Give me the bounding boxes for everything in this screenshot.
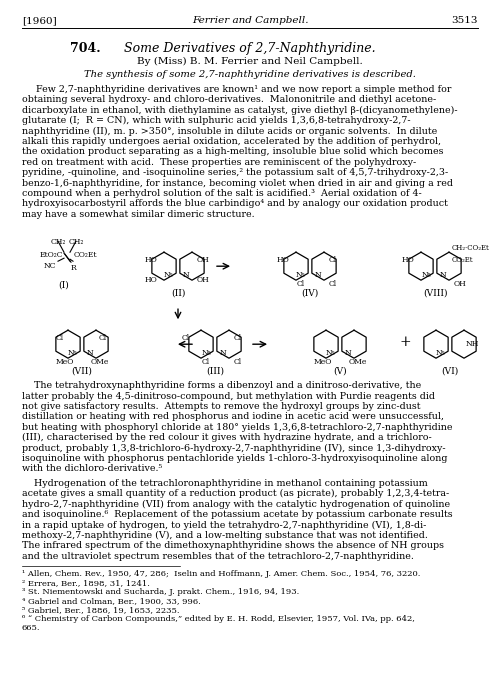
Text: and the ultraviolet spectrum resembles that of the tetrachloro-2,7-naphthyridine: and the ultraviolet spectrum resembles t… <box>22 551 414 561</box>
Text: Few 2,7-naphthyridine derivatives are known¹ and we now report a simple method f: Few 2,7-naphthyridine derivatives are kn… <box>36 85 452 94</box>
Text: 3513: 3513 <box>452 16 478 25</box>
Text: ⁵ Gabriel, Ber., 1886, 19, 1653, 2235.: ⁵ Gabriel, Ber., 1886, 19, 1653, 2235. <box>22 606 180 614</box>
Text: Ferrier and Campbell.: Ferrier and Campbell. <box>192 16 308 25</box>
Text: (VI): (VI) <box>442 366 458 375</box>
Text: Cl: Cl <box>234 334 242 342</box>
Text: HO: HO <box>145 276 158 285</box>
Text: (II): (II) <box>171 288 185 297</box>
Text: the oxidation product separating as a high-melting, insoluble blue solid which b: the oxidation product separating as a hi… <box>22 147 444 156</box>
Text: N₅: N₅ <box>201 349 211 357</box>
Text: red on treatment with acid.  These properties are reminiscent of the polyhydroxy: red on treatment with acid. These proper… <box>22 158 416 167</box>
Text: (V): (V) <box>333 366 347 375</box>
Text: ³ St. Niementowski and Sucharda, J. prakt. Chem., 1916, 94, 193.: ³ St. Niementowski and Sucharda, J. prak… <box>22 588 299 596</box>
Text: N₅: N₅ <box>68 349 78 357</box>
Text: obtaining several hydroxy- and chloro-derivatives.  Malononitrile and diethyl ac: obtaining several hydroxy- and chloro-de… <box>22 96 436 105</box>
Text: but heating with phosphoryl chloride at 180° yields 1,3,6,8-tetrachloro-2,7-naph: but heating with phosphoryl chloride at … <box>22 423 452 432</box>
Text: HO: HO <box>277 256 290 264</box>
Text: pyridine, -quinoline, and -isoquinoline series,² the potassium salt of 4,5,7-tri: pyridine, -quinoline, and -isoquinoline … <box>22 168 448 177</box>
Text: may have a somewhat similar dimeric structure.: may have a somewhat similar dimeric stru… <box>22 210 254 219</box>
Text: OH: OH <box>197 276 210 285</box>
Text: The tetrahydroxynaphthyridine forms a dibenzoyl and a dinitroso-derivative, the: The tetrahydroxynaphthyridine forms a di… <box>22 381 421 390</box>
Text: not give satisfactory results.  Attempts to remove the hydroxyl groups by zinc-d: not give satisfactory results. Attempts … <box>22 402 420 411</box>
Text: Hydrogenation of the tetrachloronaphthyridine in methanol containing potassium: Hydrogenation of the tetrachloronaphthyr… <box>22 479 428 488</box>
Text: Cl: Cl <box>329 256 337 264</box>
Text: N: N <box>345 349 352 357</box>
Text: The synthesis of some 2,7-naphthyridine derivatives is described.: The synthesis of some 2,7-naphthyridine … <box>84 70 416 79</box>
Text: N₅: N₅ <box>296 271 306 279</box>
Text: and isoquinoline.⁶  Replacement of the potassium acetate by potassium carbonate : and isoquinoline.⁶ Replacement of the po… <box>22 510 452 519</box>
Text: R: R <box>71 264 77 272</box>
Text: compound when a perhydrol solution of the salt is acidified.³  Aerial oxidation : compound when a perhydrol solution of th… <box>22 189 422 198</box>
Text: Cl: Cl <box>234 359 242 366</box>
Text: Cl: Cl <box>56 334 64 342</box>
Text: ⁶ “ Chemistry of Carbon Compounds,” edited by E. H. Rodd, Elsevier, 1957, Vol. I: ⁶ “ Chemistry of Carbon Compounds,” edit… <box>22 615 415 623</box>
Text: ¹ Allen, Chem. Rev., 1950, 47, 286;  Iselin and Hoffmann, J. Amer. Chem. Soc., 1: ¹ Allen, Chem. Rev., 1950, 47, 286; Isel… <box>22 570 420 578</box>
Text: [1960]: [1960] <box>22 16 57 25</box>
Text: MeO: MeO <box>314 359 332 366</box>
Text: OMe: OMe <box>91 359 110 366</box>
Text: 665.: 665. <box>22 624 40 632</box>
Text: N₅: N₅ <box>436 349 446 357</box>
Text: +: + <box>399 335 411 349</box>
Text: NH: NH <box>466 340 479 348</box>
Text: OH: OH <box>454 280 467 288</box>
Text: (I): (I) <box>58 280 70 289</box>
Text: Cl: Cl <box>297 280 305 288</box>
Text: N₅: N₅ <box>421 271 431 279</box>
Text: distillation or heating with red phosphorus and iodine in acetic acid were unsuc: distillation or heating with red phospho… <box>22 412 444 422</box>
Text: (VIII): (VIII) <box>423 288 448 297</box>
Text: (III): (III) <box>206 366 224 375</box>
Text: CH₂: CH₂ <box>68 238 84 246</box>
Text: OMe: OMe <box>349 359 368 366</box>
Text: Cl: Cl <box>202 359 210 366</box>
Text: acetate gives a small quantity of a reduction product (as picrate), probably 1,2: acetate gives a small quantity of a redu… <box>22 489 449 498</box>
Text: methoxy-2,7-naphthyridine (V), and a low-melting substance that was not identifi: methoxy-2,7-naphthyridine (V), and a low… <box>22 531 428 540</box>
Text: 704.: 704. <box>70 42 100 55</box>
Text: HO: HO <box>145 256 158 264</box>
Text: in a rapid uptake of hydrogen, to yield the tetrahydro-2,7-naphthyridine (VI), 1: in a rapid uptake of hydrogen, to yield … <box>22 520 426 530</box>
Text: ⁴ Gabriel and Colman, Ber., 1900, 33, 996.: ⁴ Gabriel and Colman, Ber., 1900, 33, 99… <box>22 597 201 605</box>
Text: dicarboxylate in ethanol, with diethylamine as catalyst, give diethyl β-(dicyano: dicarboxylate in ethanol, with diethylam… <box>22 106 458 115</box>
Text: CH₂·CO₂Et: CH₂·CO₂Et <box>452 244 490 252</box>
Text: with the dichloro-derivative.⁵: with the dichloro-derivative.⁵ <box>22 464 162 473</box>
Text: Cl: Cl <box>99 334 107 342</box>
Text: OH: OH <box>197 256 210 264</box>
Text: MeO: MeO <box>56 359 74 366</box>
Text: latter probably the 4,5-dinitroso-compound, but methylation with Purdie reagents: latter probably the 4,5-dinitroso-compou… <box>22 392 435 401</box>
Text: (III), characterised by the red colour it gives with hydrazine hydrate, and a tr: (III), characterised by the red colour i… <box>22 433 432 442</box>
Text: Cl: Cl <box>182 334 190 342</box>
Text: ² Errera, Ber., 1898, 31, 1241.: ² Errera, Ber., 1898, 31, 1241. <box>22 579 150 587</box>
Text: (IV): (IV) <box>302 288 318 297</box>
Text: Cl: Cl <box>329 280 337 288</box>
Text: product, probably 1,3,8-trichloro-6-hydroxy-2,7-naphthyridine (IV), since 1,3-di: product, probably 1,3,8-trichloro-6-hydr… <box>22 443 446 453</box>
Text: CH₂: CH₂ <box>50 238 66 246</box>
Text: benzo-1,6-naphthyridine, for instance, becoming violet when dried in air and giv: benzo-1,6-naphthyridine, for instance, b… <box>22 179 453 187</box>
Text: N₅: N₅ <box>164 271 174 279</box>
Text: isoquinoline with phosphorus pentachloride yields 1-chloro-3-hydroxyisoquinoline: isoquinoline with phosphorus pentachlori… <box>22 454 448 463</box>
Text: naphthyridine (II), m. p. >350°, insoluble in dilute acids or organic solvents. : naphthyridine (II), m. p. >350°, insolub… <box>22 126 437 136</box>
Text: NC: NC <box>44 262 56 270</box>
Text: alkali this rapidly undergoes aerial oxidation, accelerated by the addition of p: alkali this rapidly undergoes aerial oxi… <box>22 137 441 146</box>
Text: N: N <box>87 349 94 357</box>
Text: The infrared spectrum of the dimethoxynaphthyridine shows the absence of NH grou: The infrared spectrum of the dimethoxyna… <box>22 541 444 550</box>
Text: N₅: N₅ <box>326 349 336 357</box>
Text: glutarate (I;  R = CN), which with sulphuric acid yields 1,3,6,8-tetrahydroxy-2,: glutarate (I; R = CN), which with sulphu… <box>22 116 410 126</box>
Text: N: N <box>183 271 190 279</box>
Text: Some Derivatives of 2,7-Naphthyridine.: Some Derivatives of 2,7-Naphthyridine. <box>124 42 376 55</box>
Text: By (Miss) B. M. Ferrier and Neil Campbell.: By (Miss) B. M. Ferrier and Neil Campbel… <box>137 57 363 66</box>
Text: hydro-2,7-naphthyridine (VII) from analogy with the catalytic hydrogenation of q: hydro-2,7-naphthyridine (VII) from analo… <box>22 500 450 509</box>
Text: EtO₂C: EtO₂C <box>40 251 64 259</box>
Text: CO₂Et: CO₂Et <box>74 251 98 259</box>
Text: HO: HO <box>402 256 415 264</box>
Text: hydroxyisocarbostyril affords the blue carbindigo⁴ and by analogy our oxidation : hydroxyisocarbostyril affords the blue c… <box>22 200 448 208</box>
Text: (VII): (VII) <box>72 366 92 375</box>
Text: N: N <box>220 349 227 357</box>
Text: N: N <box>315 271 322 279</box>
Text: N: N <box>440 271 447 279</box>
Text: CO₂Et: CO₂Et <box>452 256 473 264</box>
